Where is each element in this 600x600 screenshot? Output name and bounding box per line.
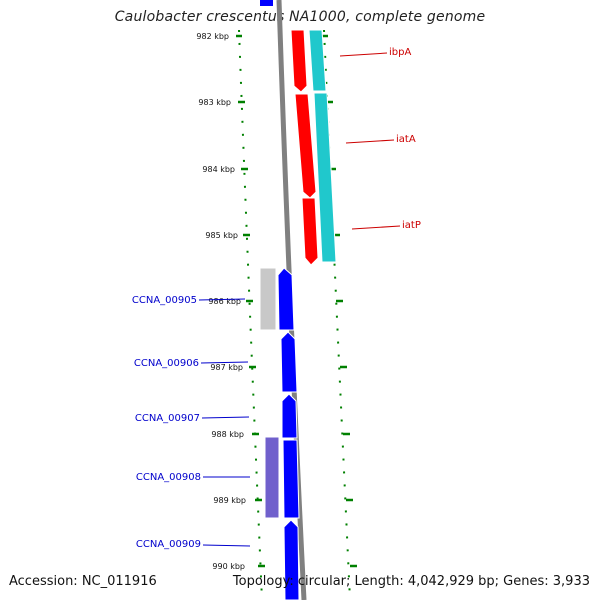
tick-label: 984 kbp [202,165,235,174]
tick-label: 988 kbp [211,430,244,439]
gene-label-CCNA_00905[interactable]: CCNA_00905 [132,295,197,306]
tick-labels: 982 kbp 983 kbp 984 kbp 985 kbp 986 kbp … [196,32,246,571]
tick-label: 986 kbp [208,297,241,306]
accession-text: Accession: NC_011916 [9,574,157,589]
tick-track-left [238,29,263,600]
gene-CCNA_00907[interactable] [281,393,298,439]
label-leader-line [202,544,251,547]
tick-label: 989 kbp [213,496,246,505]
right-strand-genes [290,29,337,266]
gene-label-iatA[interactable]: iatA [396,134,416,145]
left-strand-genes [259,267,300,600]
right-gene-labels: ibpA iatA iatP [339,47,421,231]
gene-blue-partial[interactable] [260,0,273,6]
gene-label-CCNA_00909[interactable]: CCNA_00909 [136,539,201,550]
tick-label: 982 kbp [196,32,229,41]
gene-label-CCNA_00907[interactable]: CCNA_00907 [135,413,200,424]
label-leader-line [200,361,249,364]
gene-label-iatP[interactable]: iatP [402,220,421,231]
tick-label: 983 kbp [198,98,231,107]
diagram-title: Caulobacter crescentus NA1000, complete … [114,9,486,25]
gene-CCNA_00908[interactable] [282,439,300,519]
tick-label: 990 kbp [212,562,245,571]
topology-text: Topology: circular; Length: 4,042,929 bp… [232,574,590,589]
tick-label: 985 kbp [205,231,238,240]
gene-label-CCNA_00908[interactable]: CCNA_00908 [136,472,201,483]
gene-purple[interactable] [264,436,280,519]
gene-CCNA_00906[interactable] [280,331,298,393]
label-leader-line [351,225,401,230]
gene-cyan-2[interactable] [313,92,337,263]
gene-gray[interactable] [259,267,277,331]
label-leader-line [201,416,250,419]
gene-label-CCNA_00906[interactable]: CCNA_00906 [134,358,199,369]
gene-CCNA_00905[interactable] [277,267,295,331]
gene-cyan-1[interactable] [308,29,327,92]
gene-ibpA[interactable] [290,29,308,93]
label-leader-line [198,298,246,301]
label-leader-line [339,52,388,57]
left-gene-labels: CCNA_00905 CCNA_00906 CCNA_00907 CCNA_00… [132,295,251,550]
gene-iatP[interactable] [301,197,319,266]
gene-iatA[interactable] [294,93,317,199]
gene-label-ibpA[interactable]: ibpA [389,47,411,58]
label-leader-line [345,139,395,144]
tick-label: 987 kbp [210,363,243,372]
gene-CCNA_00909[interactable] [283,519,300,600]
